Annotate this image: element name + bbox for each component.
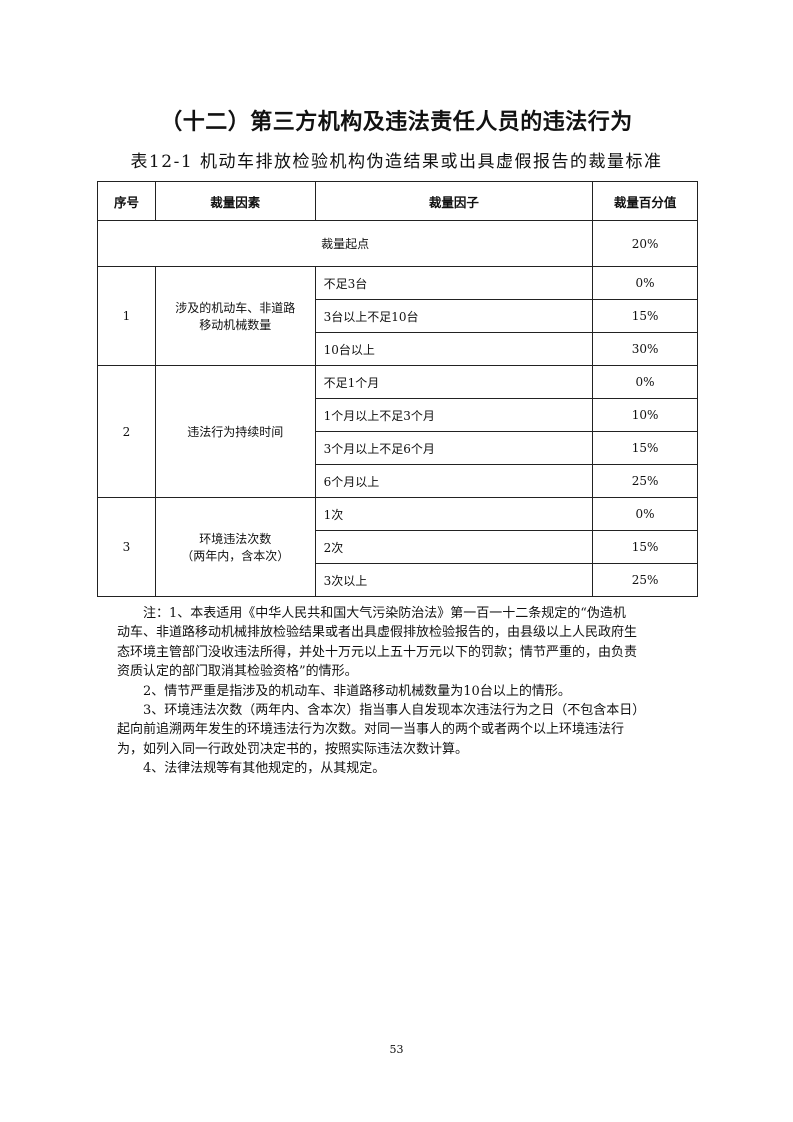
factor-item: 3个月以上不足6个月 (314, 431, 594, 465)
factor-item: 10台以上 (314, 332, 594, 366)
factor-line: （两年内，含本次） (181, 549, 290, 563)
table-row: 3个月以上不足6个月 15% (98, 431, 698, 465)
factor-value: 0% (592, 365, 698, 399)
note-line: 动车、非道路移动机械排放检验结果或者出具虚假排放检验报告的，由县级以上人民政府生 (117, 625, 638, 641)
note-line: 3、环境违法次数（两年内、含本次）指当事人自发现本次违法行为之日（不包含本日） (143, 703, 646, 719)
factor-item: 不足1个月 (314, 365, 594, 399)
section-title: （十二）第三方机构及违法责任人员的违法行为 (160, 110, 633, 135)
factor-item: 2次 (314, 530, 594, 564)
start-label: 裁量起点 (96, 220, 594, 267)
column-header: 裁量因素 (154, 181, 316, 221)
factor-value: 15% (592, 431, 698, 465)
factor-line: 涉及的机动车、非道路 (175, 301, 296, 315)
notes: 注：1、本表适用《中华人民共和国大气污染防治法》第一百一十二条规定的“伪造机动车… (117, 604, 677, 779)
factor-item: 3次以上 (314, 563, 594, 597)
group-factor: 环境违法次数 （两年内，含本次） (154, 497, 316, 597)
group-factor: 违法行为持续时间 (154, 365, 316, 498)
factor-value: 15% (592, 530, 698, 564)
table-caption: 表12-1 机动车排放检验机构伪造结果或出具虚假报告的裁量标准 (130, 152, 663, 172)
factor-item: 1次 (314, 497, 594, 531)
penalty-table: 序号 裁量因素 裁量因子 裁量百分值 裁量起点 20% 1 涉及的机动车、非道路 移动机械数量… (96, 181, 698, 597)
table-row: 1 涉及的机动车、非道路 移动机械数量 不足3台 0% (97, 266, 698, 366)
column-header: 序号 (97, 181, 156, 221)
note-line: 资质认定的部门取消其检验资格”的情形。 (117, 664, 358, 680)
table-row: 3 环境违法次数 （两年内，含本次） 1次 0% (97, 497, 698, 597)
factor-value: 15% (592, 299, 698, 333)
start-value: 20% (592, 220, 698, 267)
note-line: 态环境主管部门没收违法所得，并处十万元以上五十万元以下的罚款；情节严重的，由负责 (117, 644, 638, 660)
note-line: 起向前追溯两年发生的环境违法行为次数。对同一当事人的两个或者两个以上环境违法行 (117, 722, 625, 738)
factor-value: 0% (592, 266, 698, 300)
column-header: 裁量百分值 (592, 181, 698, 221)
group-factor: 涉及的机动车、非道路 移动机械数量 (154, 266, 316, 366)
note-line: 注：1、本表适用《中华人民共和国大气污染防治法》第一百一十二条规定的“伪造机 (143, 606, 626, 621)
note-line: 2、情节严重是指涉及的机动车、非道路移动机械数量为10台以上的情形。 (143, 683, 571, 699)
factor-item: 1个月以上不足3个月 (314, 398, 594, 432)
factor-value: 30% (592, 332, 698, 366)
factor-value: 0% (592, 497, 698, 531)
table-row: 2次 15% (98, 530, 698, 564)
table-row: 6个月以上 25% (98, 464, 698, 498)
table-row: 3次以上 25% (98, 563, 698, 597)
factor-item: 不足3台 (314, 266, 594, 300)
factor-item: 3台以上不足10台 (314, 299, 594, 333)
column-header: 裁量因子 (314, 181, 594, 221)
factor-value: 25% (592, 563, 698, 597)
page-number: 53 (389, 1043, 404, 1056)
factor-line: 环境违法次数 (199, 532, 272, 546)
group-number: 2 (97, 365, 156, 498)
note-line: 4、法律法规等有其他规定的，从其规定。 (143, 761, 386, 777)
factor-item: 6个月以上 (314, 464, 594, 498)
table-row: 3台以上不足10台 15% (98, 299, 698, 333)
table-row: 1个月以上不足3个月 10% (98, 398, 698, 432)
factor-line: 违法行为持续时间 (187, 425, 284, 439)
group-number: 1 (97, 266, 156, 366)
table-row: 裁量起点 20% (96, 220, 698, 267)
group-number: 3 (97, 497, 156, 597)
factor-value: 10% (592, 398, 698, 432)
table-row: 2 违法行为持续时间 不足1个月 0% (97, 365, 698, 498)
note-line: 为，如列入同一行政处罚决定书的，按照实际违法次数计算。 (117, 741, 469, 757)
factor-line: 移动机械数量 (199, 318, 272, 332)
factor-value: 25% (592, 464, 698, 498)
